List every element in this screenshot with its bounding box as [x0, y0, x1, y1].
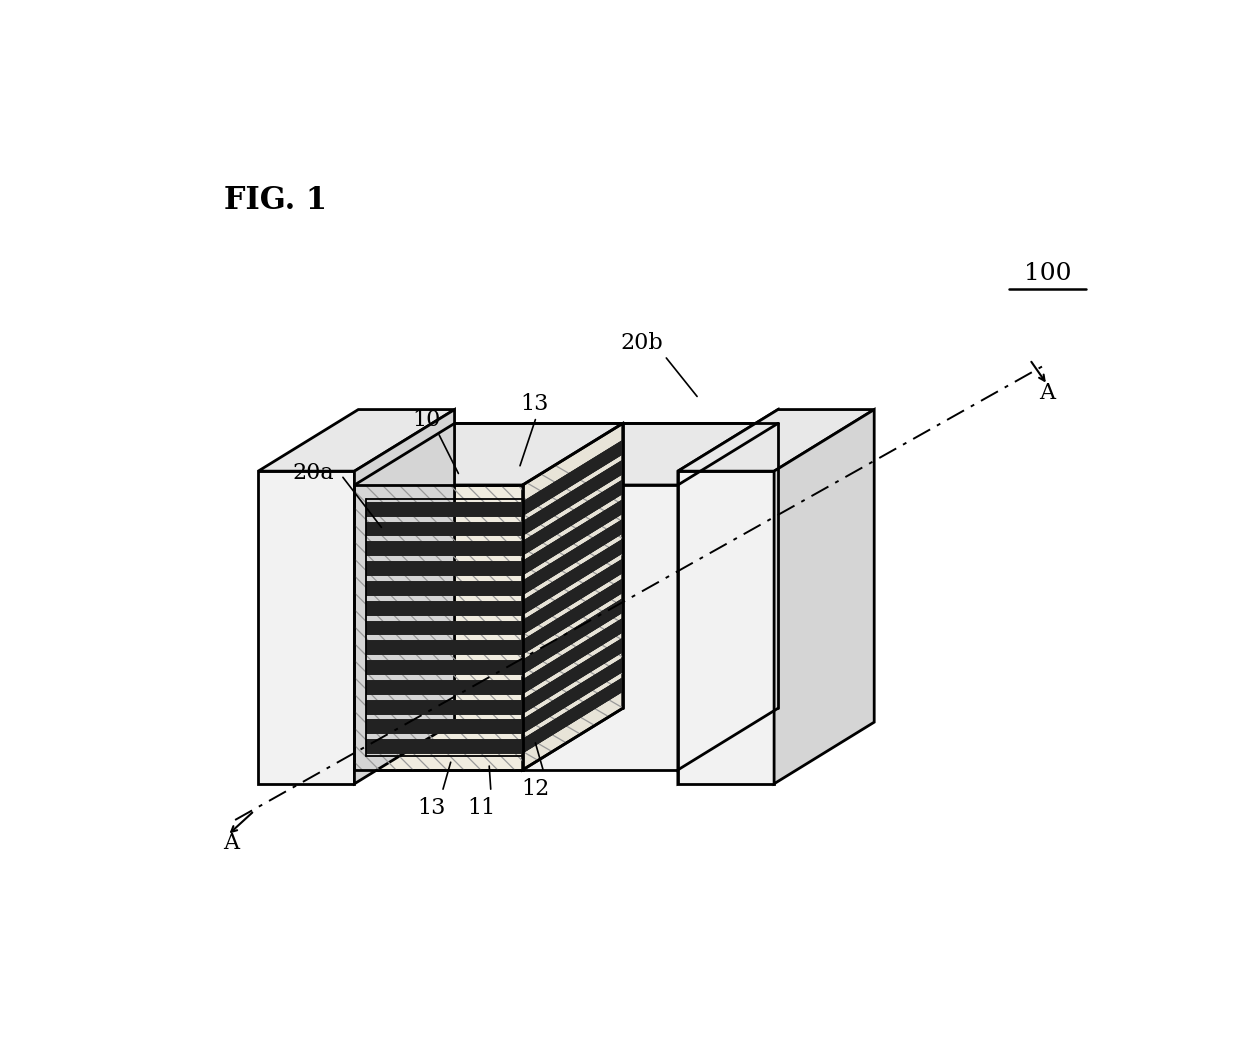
Polygon shape — [366, 719, 522, 733]
Polygon shape — [522, 638, 622, 713]
Polygon shape — [366, 640, 522, 654]
Polygon shape — [774, 409, 874, 784]
Polygon shape — [366, 621, 522, 635]
Polygon shape — [522, 540, 622, 615]
Polygon shape — [522, 579, 622, 654]
Polygon shape — [366, 680, 522, 694]
Polygon shape — [366, 561, 522, 576]
Polygon shape — [522, 499, 622, 576]
Polygon shape — [366, 501, 522, 515]
Polygon shape — [366, 660, 522, 674]
Polygon shape — [522, 479, 622, 555]
Text: 13: 13 — [418, 797, 445, 819]
Text: 13: 13 — [520, 394, 548, 415]
Polygon shape — [522, 559, 622, 635]
Polygon shape — [258, 409, 455, 471]
Polygon shape — [522, 677, 622, 753]
Polygon shape — [522, 658, 622, 733]
Polygon shape — [522, 479, 622, 555]
Polygon shape — [366, 621, 522, 635]
Text: FIG. 1: FIG. 1 — [223, 185, 326, 216]
Polygon shape — [522, 519, 622, 595]
Polygon shape — [366, 699, 522, 713]
Polygon shape — [366, 581, 522, 595]
Polygon shape — [522, 618, 622, 694]
Text: 11: 11 — [467, 797, 496, 819]
Polygon shape — [366, 522, 522, 535]
Polygon shape — [678, 471, 774, 784]
Polygon shape — [678, 423, 777, 770]
Polygon shape — [366, 740, 522, 753]
Polygon shape — [366, 699, 522, 713]
Polygon shape — [366, 719, 522, 733]
Polygon shape — [366, 601, 522, 615]
Polygon shape — [366, 601, 522, 615]
Text: A: A — [223, 832, 239, 854]
Polygon shape — [522, 460, 622, 535]
Text: 12: 12 — [521, 778, 549, 800]
Polygon shape — [522, 658, 622, 733]
Polygon shape — [522, 540, 622, 615]
Polygon shape — [522, 599, 622, 674]
Polygon shape — [678, 409, 874, 471]
Polygon shape — [522, 440, 622, 515]
Polygon shape — [678, 409, 777, 784]
Polygon shape — [355, 409, 455, 784]
Polygon shape — [522, 485, 678, 770]
Text: 20b: 20b — [620, 331, 663, 353]
Polygon shape — [355, 423, 777, 485]
Polygon shape — [522, 499, 622, 576]
Polygon shape — [522, 423, 622, 770]
Polygon shape — [522, 599, 622, 674]
Polygon shape — [366, 542, 522, 555]
Polygon shape — [366, 740, 522, 753]
Polygon shape — [522, 460, 622, 535]
Text: 10: 10 — [412, 408, 440, 431]
Polygon shape — [366, 581, 522, 595]
Polygon shape — [522, 559, 622, 635]
Polygon shape — [366, 522, 522, 535]
Polygon shape — [522, 423, 622, 770]
Polygon shape — [366, 561, 522, 576]
Polygon shape — [366, 640, 522, 654]
Polygon shape — [522, 638, 622, 713]
Polygon shape — [355, 485, 522, 770]
Text: A: A — [1039, 382, 1055, 403]
Polygon shape — [366, 501, 522, 515]
Polygon shape — [522, 579, 622, 654]
Text: 100: 100 — [1024, 261, 1071, 285]
Polygon shape — [366, 680, 522, 694]
Polygon shape — [355, 485, 522, 770]
Text: 20a: 20a — [293, 462, 335, 485]
Polygon shape — [258, 471, 355, 784]
Polygon shape — [366, 542, 522, 555]
Polygon shape — [522, 519, 622, 595]
Polygon shape — [366, 660, 522, 674]
Polygon shape — [522, 440, 622, 515]
Polygon shape — [522, 618, 622, 694]
Polygon shape — [522, 677, 622, 753]
